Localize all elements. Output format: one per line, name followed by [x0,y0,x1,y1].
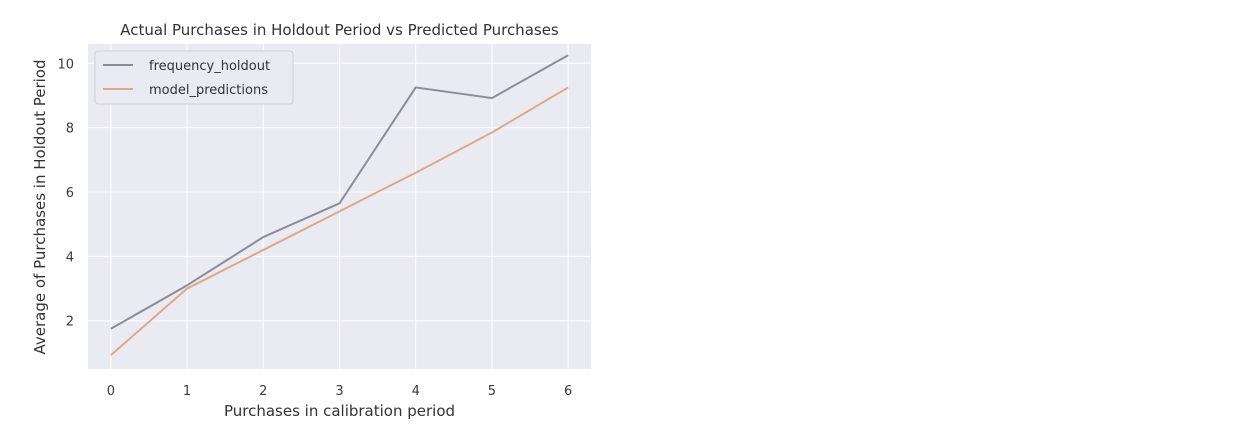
x-tick-label: 1 [183,384,191,399]
y-tick-label: 10 [57,57,74,72]
legend-box [94,50,294,105]
x-tick-label: 2 [259,384,267,399]
y-tick-label: 8 [66,122,74,137]
legend: frequency_holdout model_predictions [94,50,294,105]
series-line-model-predictions [110,86,569,356]
x-tick-label: 3 [335,384,343,399]
y-tick-label: 6 [66,186,74,201]
legend-label-frequency-holdout: frequency_holdout [149,59,270,74]
series-layer [110,54,569,356]
x-tick-label: 5 [488,384,496,399]
tick-labels: 0 1 2 3 4 5 6 2 4 6 8 10 [57,57,572,399]
y-axis-label: Average of Purchases in Holdout Period [31,60,49,355]
legend-label-model-predictions: model_predictions [149,83,268,98]
x-tick-label: 4 [412,384,420,399]
chart-title: Actual Purchases in Holdout Period vs Pr… [120,21,559,39]
y-tick-label: 2 [66,315,74,330]
series-line-frequency-holdout [110,54,569,330]
x-tick-label: 0 [107,384,115,399]
x-tick-label: 6 [564,384,572,399]
y-tick-label: 4 [66,250,74,265]
x-axis-label: Purchases in calibration period [224,402,455,420]
